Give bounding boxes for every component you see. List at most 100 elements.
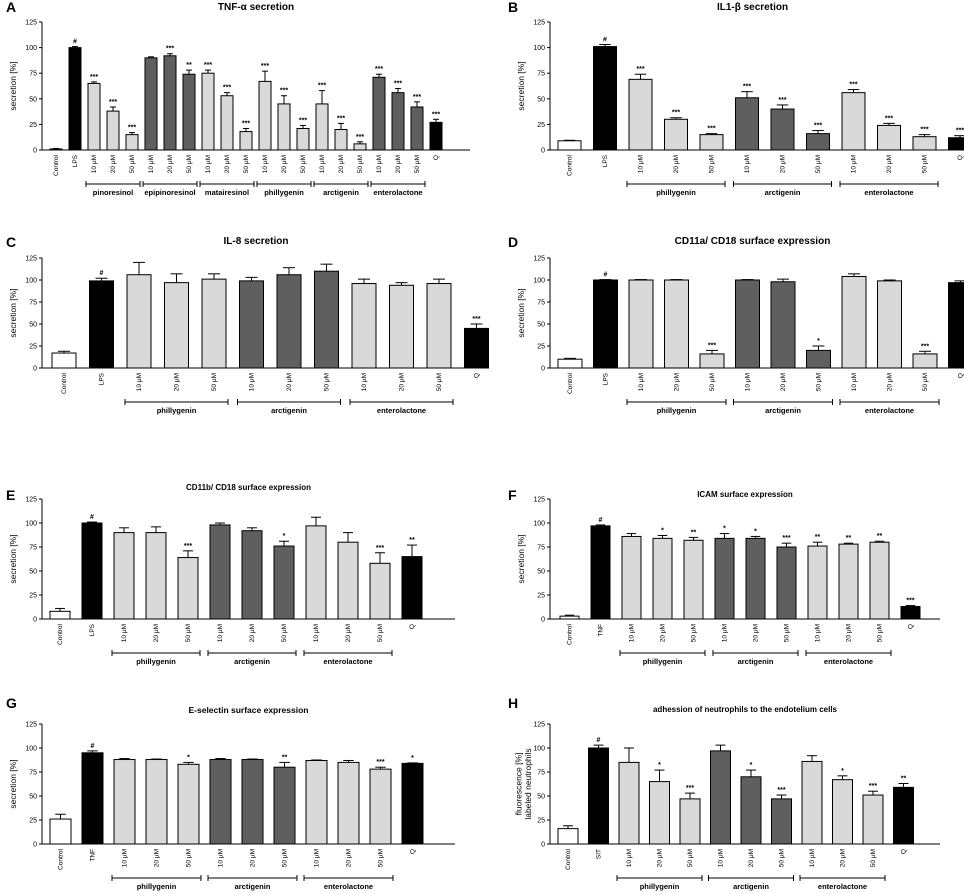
category-label: 50 μM [691,624,698,642]
category-label: Q [957,155,964,160]
category-label: 20 μM [887,373,894,391]
y-axis-label: secretion [%] [516,534,526,583]
bar [593,46,617,151]
bar [841,275,867,369]
bar [683,539,704,620]
significance-label: *** [956,128,964,135]
y-tick-label: 0 [33,366,37,373]
bar [862,794,884,845]
panel-letter: H [508,695,518,711]
y-tick-label: 25 [29,122,37,129]
y-axis-label-line: fluorescence [%] [513,753,523,816]
significance-label: * [658,762,661,769]
significance-label: *** [920,127,928,134]
significance-label: *** [128,125,136,132]
category-label: 20 μM [753,624,760,642]
category-label: 10 μM [851,373,858,391]
bar [125,134,139,151]
y-tick-label: 100 [25,45,37,52]
chart-title: CD11b/ CD18 surface expression [186,483,311,492]
category-label: 20 μM [338,155,345,173]
group-label: epipinoresinol [144,188,195,197]
y-axis-label: fluorescence [%]labeled neutrophils [513,748,532,819]
panel-d: D CD11a/ CD18 surface expression 0 25 50 75 10… [508,234,964,415]
bar [429,121,443,151]
y-tick-label: 75 [29,770,37,777]
bar [113,759,136,845]
category-label: LPS [602,154,609,167]
significance-label: * [817,338,820,345]
bar [664,118,688,151]
category-label: 20 μM [748,849,755,867]
y-tick-label: 100 [25,278,37,285]
category-label: 10 μM [851,155,858,173]
bar [51,352,77,369]
y-tick-label: 75 [537,300,545,307]
chart-title: IL1-β secretion [717,2,788,13]
significance-label: * [283,533,286,540]
y-tick-label: 125 [25,20,37,27]
group-label: arctigenin [765,188,801,197]
bar [241,530,263,620]
y-tick-label: 0 [33,842,37,849]
category-label: 20 μM [281,155,288,173]
category-label: Q [433,155,440,160]
category-label: 10 μM [809,849,816,867]
panel-letter: B [508,0,518,15]
bar [144,57,158,151]
category-label: 10 μM [218,849,225,867]
significance-label: ** [282,754,288,761]
category-label: Q [901,849,908,854]
y-tick-label: 25 [29,344,37,351]
category-label: 20 μM [660,624,667,642]
significance-label: *** [921,343,929,350]
category-label: Q [409,624,416,629]
chart-title: E-selectin surface expression [188,705,308,715]
category-label: 10 μM [626,849,633,867]
bar [628,78,653,151]
category-label: 10 μM [744,155,751,173]
bar [201,72,215,151]
category-label: 50 μM [282,849,289,867]
panel-letter: E [6,487,15,503]
category-label: 20 μM [399,373,406,391]
bar [391,92,405,151]
bar [745,537,766,620]
bar [426,283,452,369]
y-tick-label: 75 [29,300,37,307]
category-label: 10 μM [815,624,822,642]
significance-label: *** [280,88,288,95]
bar [239,131,253,151]
bar [770,281,796,369]
bar [126,274,152,369]
y-tick-label: 125 [533,256,545,263]
bar [806,133,830,151]
bar [209,524,231,620]
bar [334,129,348,151]
panel-e: E CD11b/ CD18 surface expression 0 25 50 75 10… [6,483,455,666]
category-label: 50 μM [709,155,716,173]
group-label: enterolactone [818,882,867,891]
bar [209,759,232,845]
category-label: 50 μM [211,373,218,391]
category-label: Control [58,848,65,870]
bar [164,282,189,369]
significance-label: *** [376,545,384,552]
y-tick-label: 50 [537,322,545,329]
bar [714,537,735,620]
y-tick-label: 25 [537,344,545,351]
significance-label: *** [707,126,715,133]
group-label: matairesinol [205,188,249,197]
significance-label: *** [906,598,914,605]
category-label: 50 μM [815,155,822,173]
bar [410,106,424,151]
panel-b: B IL1-β secretion 0 25 50 75 100 125 secretion [… [508,0,964,197]
y-tick-label: 100 [533,521,545,528]
y-tick-label: 100 [25,521,37,528]
bar [337,761,360,845]
bar [618,761,640,845]
category-label: 10 μM [91,155,98,173]
bar [369,768,392,845]
y-tick-label: 75 [537,770,545,777]
